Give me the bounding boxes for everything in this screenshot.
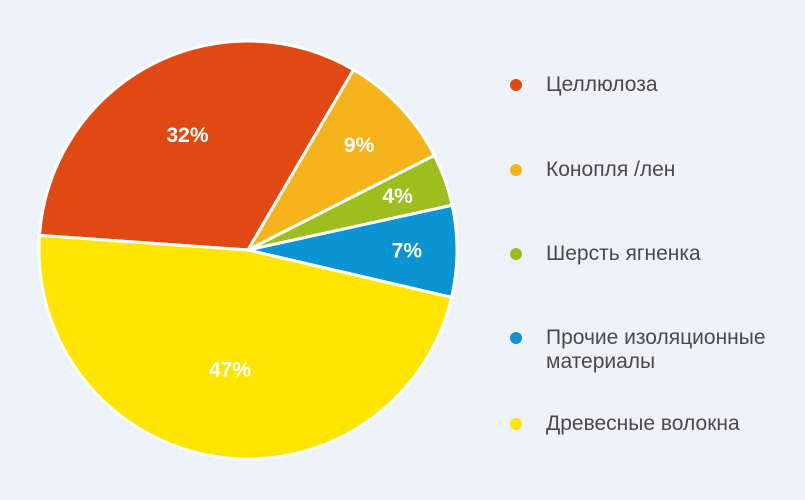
legend-swatch-wood-fiber — [510, 418, 522, 430]
pie-slice-wood-fiber — [37, 233, 454, 461]
legend-label-lamb-wool: Шерсть ягненка — [546, 242, 701, 265]
legend-swatch-other-insulation — [510, 332, 522, 344]
legend-label-cellulose: Целлюлоза — [546, 73, 658, 96]
pie-slice-hemp-flax — [246, 68, 436, 252]
legend-label-other-insulation: Прочие изоляционные материалы — [546, 326, 766, 373]
legend-item-wood-fiber: Древесные волокна — [510, 412, 786, 436]
slice-label-other-insulation: 7% — [392, 240, 423, 263]
legend-label-hemp-flax: Конопля /лен — [546, 158, 676, 181]
slice-label-lamb-wool: 4% — [382, 185, 413, 208]
legend-item-cellulose: Целлюлоза — [510, 73, 786, 97]
legend-item-other-insulation: Прочие изоляционные материалы — [510, 326, 786, 374]
legend-label-wood-fiber: Древесные волокна — [546, 412, 740, 435]
slice-label-hemp-flax: 9% — [344, 134, 375, 157]
legend-swatch-hemp-flax — [510, 164, 522, 176]
legend-swatch-cellulose — [510, 79, 522, 91]
slice-label-cellulose: 32% — [167, 124, 209, 147]
slice-label-wood-fiber: 47% — [209, 358, 251, 381]
legend-swatch-lamb-wool — [510, 248, 522, 260]
pie-slice-cellulose — [38, 39, 356, 252]
legend-item-hemp-flax: Конопля /лен — [510, 158, 786, 182]
legend-item-lamb-wool: Шерсть ягненка — [510, 242, 786, 266]
